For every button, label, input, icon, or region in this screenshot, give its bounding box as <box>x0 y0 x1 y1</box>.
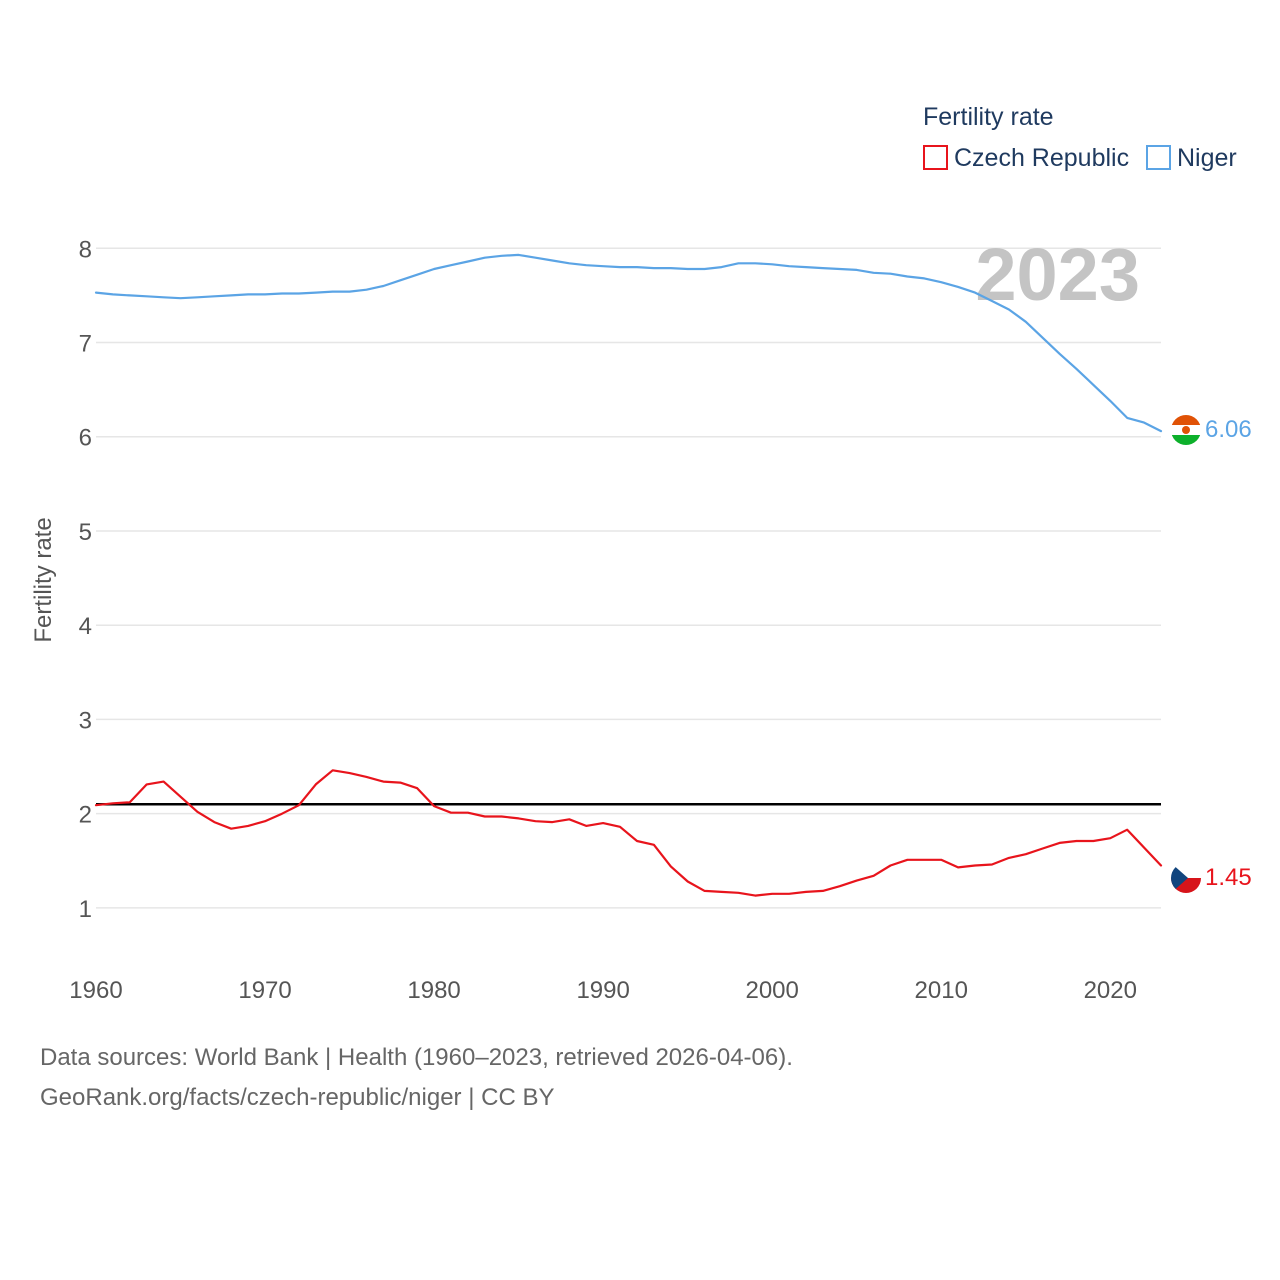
x-tick-label: 2010 <box>915 977 968 1004</box>
legend-label-czech-republic[interactable]: Czech Republic <box>954 144 1129 172</box>
x-axis-ticks: 1960 1970 1980 1990 2000 2010 2020 <box>69 977 1137 1004</box>
legend-label-niger[interactable]: Niger <box>1177 144 1237 172</box>
series-lines <box>94 253 1163 897</box>
y-tick-label: 3 <box>79 707 92 734</box>
source-attribution-link[interactable]: GeoRank.org/facts/czech-republic/niger |… <box>40 1084 555 1111</box>
niger-end-value: 6.06 <box>1205 416 1252 443</box>
fertility-rate-chart: 1 2 3 4 5 6 7 8 1960 1970 1980 1990 2000 2010 2020 Fe… <box>30 103 1252 1004</box>
y-tick-label: 1 <box>79 896 92 923</box>
current-year-label: 2023 <box>975 233 1140 316</box>
czech-republic-flag-icon <box>1171 863 1201 893</box>
legend-swatch-czech-republic[interactable] <box>923 145 948 170</box>
x-tick-label: 1990 <box>576 977 629 1004</box>
y-tick-label: 4 <box>79 613 92 640</box>
data-sources-note: Data sources: World Bank | Health (1960–… <box>40 1044 793 1071</box>
legend-swatch-niger[interactable] <box>1146 145 1171 170</box>
y-tick-label: 6 <box>79 425 92 452</box>
series-line-niger[interactable] <box>94 253 1163 433</box>
x-tick-label: 1960 <box>69 977 122 1004</box>
y-tick-label: 5 <box>79 519 92 546</box>
legend-title: Fertility rate <box>923 103 1054 131</box>
legend: Fertility rate Czech Republic Niger <box>923 103 1237 172</box>
x-tick-label: 1980 <box>407 977 460 1004</box>
x-tick-label: 1970 <box>238 977 291 1004</box>
x-tick-label: 2000 <box>745 977 798 1004</box>
y-tick-label: 2 <box>79 802 92 829</box>
niger-flag-icon <box>1171 415 1201 445</box>
y-axis-title: Fertility rate <box>30 517 57 642</box>
grid-lines <box>96 247 1161 909</box>
czech-republic-end-value: 1.45 <box>1205 864 1252 891</box>
series-line-czech-republic[interactable] <box>94 769 1163 897</box>
end-markers: 6.06 1.45 <box>1171 415 1252 893</box>
y-tick-label: 7 <box>79 331 92 358</box>
x-tick-label: 2020 <box>1084 977 1137 1004</box>
y-axis-ticks: 1 2 3 4 5 6 7 8 <box>79 236 92 923</box>
y-tick-label: 8 <box>79 236 92 263</box>
